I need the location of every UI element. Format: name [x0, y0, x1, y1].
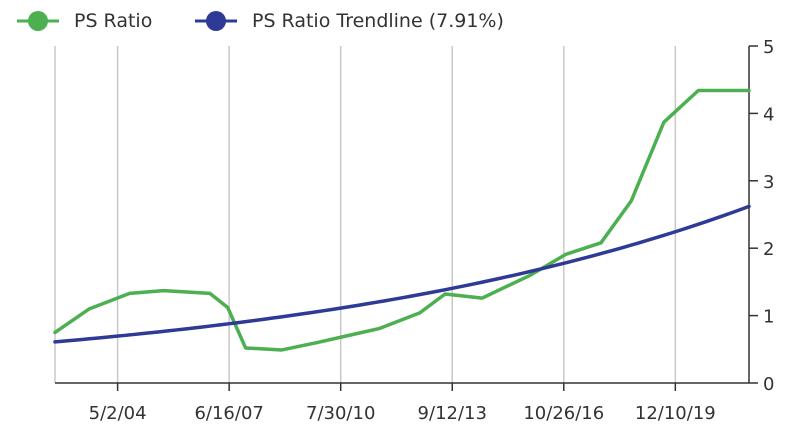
legend-trendline-label: PS Ratio Trendline (7.91%): [252, 10, 504, 32]
legend-ps-ratio-label: PS Ratio: [74, 10, 152, 32]
x-tick-label: 12/10/19: [635, 403, 716, 424]
grid-layer: [54, 46, 677, 383]
legend-ps-ratio-trendline[interactable]: PS Ratio Trendline (7.91%): [195, 10, 504, 32]
y-tick-label: 0: [763, 374, 774, 395]
y-tick-label: 4: [763, 104, 774, 125]
ps-ratio-trendline: [53, 204, 751, 344]
x-tick-label: 10/26/16: [523, 403, 604, 424]
y-tick-label: 1: [763, 307, 774, 328]
legend-ps-ratio[interactable]: PS Ratio: [17, 10, 152, 32]
legend-ps-ratio-marker: [28, 11, 48, 31]
y-tick-label: 2: [763, 239, 774, 260]
y-tick-label: 5: [763, 37, 774, 58]
x-tick-label: 7/30/10: [306, 403, 375, 424]
y-tick-label: 3: [763, 172, 774, 193]
ps-ratio-line: [53, 88, 751, 352]
legend: PS Ratio PS Ratio Trendline (7.91%): [17, 10, 504, 32]
label-layer: 5/2/04 6/16/07 7/30/10 9/12/13 10/26/16 12/10…: [89, 37, 775, 424]
x-tick-label: 6/16/07: [194, 403, 263, 424]
series-layer: [53, 88, 751, 352]
x-tick-label: 9/12/13: [418, 403, 487, 424]
x-tick-label: 5/2/04: [89, 403, 147, 424]
axis-layer: [55, 45, 758, 391]
legend-trendline-marker: [206, 11, 226, 31]
